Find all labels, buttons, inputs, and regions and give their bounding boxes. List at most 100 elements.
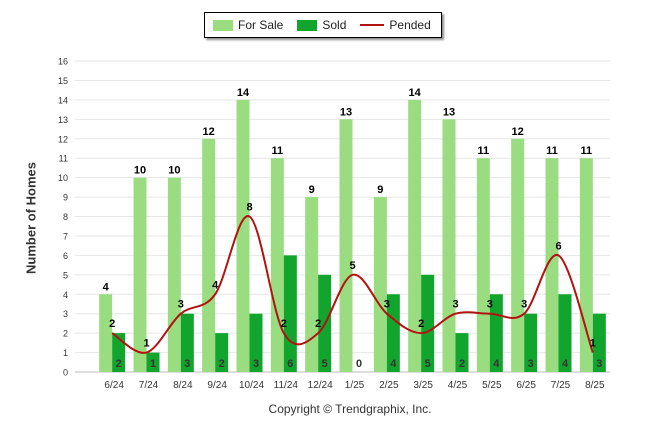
pended-value-label: 3 bbox=[384, 299, 390, 311]
x-tick-label: 10/24 bbox=[239, 380, 264, 391]
y-tick-label: 14 bbox=[58, 95, 68, 105]
pended-swatch bbox=[360, 24, 385, 26]
pended-value-label: 2 bbox=[418, 318, 424, 330]
copyright-credit: Copyright © Trendgraphix, Inc. bbox=[268, 402, 432, 416]
x-tick-label: 1/25 bbox=[345, 380, 365, 391]
x-tick-label: 2/25 bbox=[379, 380, 399, 391]
for-sale-value-label: 14 bbox=[237, 87, 250, 99]
x-tick-label: 9/24 bbox=[207, 380, 227, 391]
pended-line-layer bbox=[111, 215, 594, 354]
for-sale-bar bbox=[167, 177, 181, 372]
pended-value-label: 4 bbox=[212, 279, 219, 291]
sold-value-label: 2 bbox=[459, 358, 465, 370]
pended-value-label: 3 bbox=[452, 299, 458, 311]
for-sale-bar bbox=[442, 119, 456, 372]
y-tick-label: 12 bbox=[58, 134, 68, 144]
for-sale-value-label: 12 bbox=[203, 126, 215, 138]
sold-value-label: 3 bbox=[528, 358, 534, 370]
x-tick-label: 3/25 bbox=[413, 380, 433, 391]
legend-item-for-sale[interactable]: For Sale bbox=[213, 18, 283, 32]
y-tick-label: 2 bbox=[63, 329, 68, 339]
legend-label-for-sale: For Sale bbox=[238, 18, 284, 32]
y-tick-label: 10 bbox=[58, 173, 68, 183]
sold-bar bbox=[283, 255, 297, 372]
pended-value-label: 2 bbox=[281, 318, 287, 330]
pended-value-label: 8 bbox=[246, 202, 252, 214]
y-tick-label: 1 bbox=[63, 348, 68, 358]
y-axis-label: Number of Homes bbox=[23, 162, 39, 274]
x-tick-label: 6/25 bbox=[516, 380, 536, 391]
sold-value-label: 5 bbox=[425, 358, 431, 370]
y-tick-label: 7 bbox=[63, 231, 68, 241]
x-tick-label: 8/25 bbox=[585, 380, 605, 391]
for-sale-swatch bbox=[213, 19, 233, 31]
pended-value-label: 6 bbox=[555, 240, 561, 252]
pended-value-label: 3 bbox=[487, 299, 493, 311]
y-tick-label: 6 bbox=[63, 251, 68, 261]
legend-item-sold[interactable]: Sold bbox=[297, 18, 346, 32]
sold-value-label: 6 bbox=[287, 358, 293, 370]
y-tick-label: 4 bbox=[63, 290, 68, 300]
pended-value-label: 3 bbox=[521, 299, 527, 311]
for-sale-value-label: 4 bbox=[103, 281, 110, 293]
x-tick-label: 8/24 bbox=[173, 380, 193, 391]
sold-value-label: 5 bbox=[322, 358, 328, 370]
y-tick-label: 13 bbox=[58, 115, 68, 125]
for-sale-value-label: 13 bbox=[340, 106, 352, 118]
for-sale-bar bbox=[339, 119, 353, 372]
for-sale-bar bbox=[270, 158, 284, 372]
y-tick-label: 3 bbox=[63, 309, 68, 319]
x-tick-label: 7/24 bbox=[139, 380, 159, 391]
sold-bar bbox=[592, 313, 606, 372]
for-sale-value-label: 11 bbox=[272, 145, 284, 157]
x-tick-label: 11/24 bbox=[274, 380, 299, 391]
sold-bar bbox=[146, 352, 160, 372]
sold-value-label: 2 bbox=[116, 358, 122, 370]
pended-line bbox=[111, 215, 594, 354]
legend-item-pended[interactable]: Pended bbox=[360, 18, 431, 32]
x-tick-label: 5/25 bbox=[482, 380, 502, 391]
for-sale-bar bbox=[99, 294, 113, 372]
for-sale-bar bbox=[373, 197, 387, 372]
x-axis-ticks: 6/24 7/24 8/24 9/24 10/24 11/24 12/24 1/25 2/25 3… bbox=[104, 380, 605, 391]
for-sale-value-label: 14 bbox=[409, 87, 422, 99]
sold-value-label: 3 bbox=[253, 358, 259, 370]
sold-bar bbox=[524, 313, 538, 372]
sold-value-label: 3 bbox=[184, 358, 190, 370]
legend-label-pended: Pended bbox=[389, 18, 431, 32]
pended-value-label: 1 bbox=[590, 338, 596, 350]
sold-value-label: 1 bbox=[150, 358, 156, 370]
sold-swatch bbox=[297, 19, 318, 31]
y-tick-label: 9 bbox=[63, 193, 68, 203]
sold-bar bbox=[386, 294, 400, 372]
pended-value-label: 3 bbox=[178, 299, 184, 311]
sold-value-label: 0 bbox=[356, 358, 362, 370]
for-sale-value-label: 12 bbox=[512, 126, 524, 138]
pended-value-label: 1 bbox=[143, 338, 149, 350]
sold-value-label: 2 bbox=[219, 358, 225, 370]
for-sale-value-label: 11 bbox=[581, 145, 593, 157]
sold-value-label: 4 bbox=[493, 358, 500, 370]
pended-value-label: 5 bbox=[349, 260, 355, 272]
sold-bar bbox=[215, 333, 229, 372]
sold-bar bbox=[558, 294, 572, 372]
for-sale-value-label: 13 bbox=[443, 106, 455, 118]
sold-bar bbox=[180, 313, 194, 372]
legend-label-sold: Sold bbox=[322, 18, 347, 32]
sold-value-label: 4 bbox=[562, 358, 569, 370]
for-sale-value-label: 10 bbox=[168, 165, 180, 177]
sold-bar bbox=[421, 274, 435, 372]
pended-value-label: 2 bbox=[109, 318, 115, 330]
for-sale-value-label: 9 bbox=[309, 184, 315, 196]
pended-value-label: 2 bbox=[315, 318, 321, 330]
for-sale-value-label: 9 bbox=[377, 184, 383, 196]
for-sale-bar bbox=[236, 99, 250, 372]
data-labels: 4210110312214311695130941451321141231141… bbox=[103, 87, 603, 370]
legend: For Sale Sold Pended bbox=[204, 12, 442, 38]
for-sale-value-label: 11 bbox=[546, 145, 558, 157]
for-sale-value-label: 11 bbox=[478, 145, 490, 157]
x-tick-label: 7/25 bbox=[551, 380, 571, 391]
sold-value-label: 4 bbox=[390, 358, 397, 370]
